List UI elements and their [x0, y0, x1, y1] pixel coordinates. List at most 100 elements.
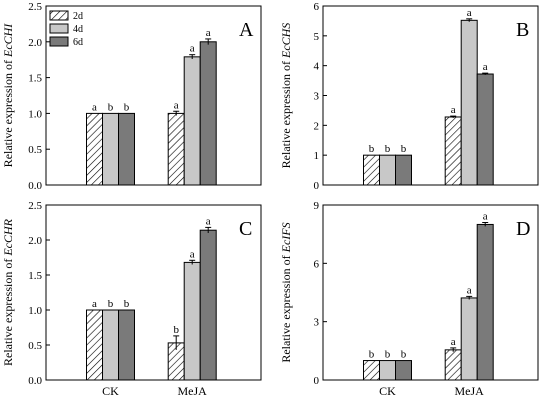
- y-tick-label: 0: [314, 180, 320, 192]
- bar-6d-MeJA: [199, 41, 217, 186]
- legend: 2d 4d 6d: [49, 10, 83, 48]
- panel-letter: C: [239, 218, 252, 240]
- panel-letter: A: [239, 19, 254, 41]
- y-axis-label-prefix: Relative expression of: [1, 57, 15, 167]
- panel-A: 0.0 0.5 1.0 1.5 2.0 2.5 Relative expression of…: [1, 1, 262, 192]
- x-category-label: MeJA: [455, 384, 485, 398]
- bar-6d-CK: [395, 360, 412, 381]
- y-tick-label: 3: [314, 91, 320, 103]
- significance-letter: b: [401, 143, 407, 155]
- significance-letter: a: [92, 101, 97, 113]
- y-axis-label-prefix: Relative expression of: [279, 58, 293, 168]
- bar-2d-CK: [86, 309, 103, 381]
- y-tick-label: 0.0: [28, 180, 42, 192]
- bar-4d-MeJA: [183, 261, 201, 381]
- x-category-label: CK: [102, 384, 119, 398]
- y-tick-label: 2.5: [28, 200, 42, 212]
- y-tick-label: 0: [314, 375, 320, 387]
- y-tick-label: 2.0: [28, 37, 42, 49]
- bar-2d-CK: [363, 154, 380, 186]
- significance-letter: a: [451, 336, 456, 348]
- significance-letter: a: [467, 284, 472, 296]
- y-tick-label: 1.5: [28, 73, 42, 85]
- y-tick-label: 1.0: [28, 305, 42, 317]
- y-tick-label: 1.5: [28, 270, 42, 282]
- significance-letter: a: [92, 298, 97, 310]
- y-tick-label: 6: [314, 1, 320, 13]
- significance-letter: a: [451, 104, 456, 116]
- y-tick-label: 2.5: [28, 1, 42, 13]
- bar-2d-MeJA: [444, 116, 462, 186]
- bar-4d-MeJA: [460, 297, 478, 381]
- bar-6d-CK: [395, 154, 412, 186]
- bar-6d-MeJA: [476, 73, 494, 186]
- significance-letter: a: [206, 215, 211, 227]
- legend-label: 2d: [73, 11, 83, 22]
- panel-letter: D: [516, 218, 530, 240]
- significance-letter: a: [190, 43, 195, 55]
- y-axis-label-prefix: Relative expression of: [279, 252, 293, 362]
- y-axis-label-gene: EcIFS: [279, 222, 293, 253]
- y-tick-label: 2: [314, 120, 320, 132]
- significance-letter: b: [124, 101, 130, 113]
- y-axis-label: Relative expression of EcCHI: [1, 23, 15, 168]
- significance-letter: a: [174, 99, 179, 111]
- y-tick-label: 2.0: [28, 235, 42, 247]
- y-axis-label: Relative expression of EcIFS: [279, 222, 293, 362]
- y-axis-label-gene: EcCHI: [1, 23, 15, 58]
- bar-6d-CK: [118, 112, 135, 186]
- plot-frame: [322, 204, 539, 381]
- significance-letter: a: [206, 27, 211, 39]
- y-tick-label: 0.5: [28, 340, 42, 352]
- plot-frame: [322, 5, 539, 186]
- bar-4d-CK: [379, 360, 396, 381]
- y-axis-label-gene: EcCHS: [279, 23, 293, 59]
- bar-6d-MeJA: [199, 229, 217, 381]
- y-tick-label: 4: [314, 61, 320, 73]
- significance-letter: b: [385, 349, 391, 361]
- y-axis-label-gene: EcCHR: [1, 218, 15, 256]
- significance-letter: b: [173, 324, 179, 336]
- significance-letter: b: [124, 298, 130, 310]
- panel-letter: B: [516, 19, 529, 41]
- panel-C: 0.0 0.5 1.0 1.5 2.0 2.5 Relative expression of…: [1, 200, 262, 398]
- bar-4d-CK: [379, 154, 396, 186]
- bar-2d-MeJA: [444, 349, 462, 381]
- y-tick-label: 6: [314, 258, 320, 270]
- significance-letter: b: [385, 143, 391, 155]
- plot-frame: [45, 5, 262, 186]
- y-axis-label-prefix: Relative expression of: [1, 256, 15, 366]
- bar-6d-MeJA: [476, 223, 494, 381]
- bar-2d-CK: [86, 112, 103, 186]
- significance-letter: b: [401, 349, 407, 361]
- bar-4d-CK: [102, 112, 119, 186]
- bar-2d-MeJA: [167, 112, 185, 186]
- bar-4d-MeJA: [460, 19, 478, 186]
- y-axis-label: Relative expression of EcCHR: [1, 218, 15, 366]
- legend-label: 6d: [73, 37, 83, 48]
- bar-4d-MeJA: [183, 56, 201, 186]
- bar-6d-CK: [118, 309, 135, 381]
- legend-swatch-6d: [49, 36, 69, 47]
- significance-letter: a: [190, 248, 195, 260]
- y-tick-label: 3: [314, 317, 320, 329]
- y-tick-label: 0.5: [28, 144, 42, 156]
- significance-letter: b: [369, 143, 375, 155]
- significance-letter: a: [467, 7, 472, 19]
- significance-letter: b: [369, 349, 375, 361]
- legend-swatch-2d: [49, 10, 69, 21]
- x-category-label: MeJA: [178, 384, 208, 398]
- y-tick-label: 5: [314, 31, 320, 43]
- x-category-label: CK: [379, 384, 396, 398]
- y-tick-label: 0.0: [28, 375, 42, 387]
- plot-frame: [45, 204, 262, 381]
- bar-2d-CK: [363, 360, 380, 381]
- significance-letter: b: [108, 101, 114, 113]
- significance-letter: b: [108, 298, 114, 310]
- significance-letter: a: [483, 61, 488, 73]
- y-axis-label: Relative expression of EcCHS: [279, 23, 293, 169]
- bar-4d-CK: [102, 309, 119, 381]
